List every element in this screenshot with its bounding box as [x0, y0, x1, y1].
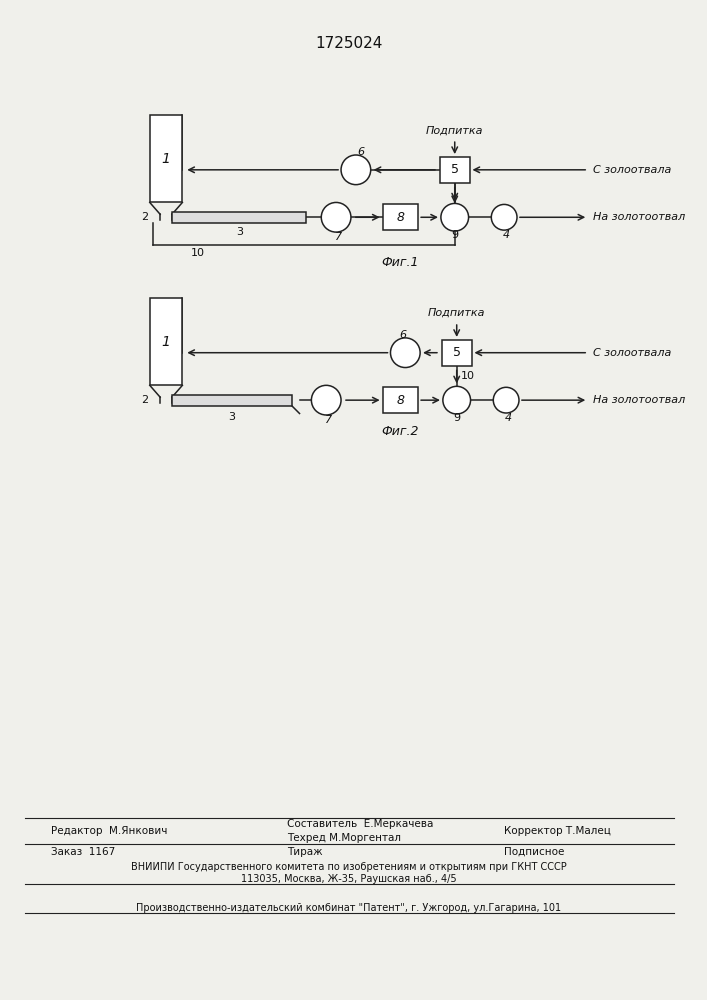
Bar	[150, 298, 182, 385]
Text: 1: 1	[162, 152, 170, 166]
Text: Фиг.2: Фиг.2	[382, 425, 419, 438]
Circle shape	[341, 155, 370, 185]
Text: 9: 9	[451, 230, 458, 240]
Text: 6: 6	[357, 147, 364, 157]
Text: 1: 1	[162, 335, 170, 349]
Text: С золоотвала: С золоотвала	[593, 165, 672, 175]
Text: 113035, Москва, Ж-35, Раушская наб., 4/5: 113035, Москва, Ж-35, Раушская наб., 4/5	[241, 874, 457, 884]
Text: 3: 3	[228, 412, 235, 422]
Text: 3: 3	[235, 227, 243, 237]
Text: 6: 6	[399, 330, 407, 340]
Text: 2: 2	[141, 212, 148, 222]
Text: 10: 10	[461, 371, 474, 381]
Text: Заказ  1167: Заказ 1167	[52, 847, 116, 857]
Text: 7: 7	[325, 415, 332, 425]
Text: 4: 4	[503, 230, 510, 240]
Text: 5: 5	[452, 346, 461, 359]
Bar	[172, 212, 306, 223]
Text: 9: 9	[453, 413, 460, 423]
Bar	[172, 395, 291, 406]
Text: 8: 8	[397, 211, 404, 224]
Circle shape	[493, 387, 519, 413]
Text: 1725024: 1725024	[315, 36, 382, 51]
Text: Корректор Т.Малец: Корректор Т.Малец	[504, 826, 611, 836]
Bar	[382, 387, 418, 413]
Text: 8: 8	[397, 394, 404, 407]
Circle shape	[311, 385, 341, 415]
Bar	[440, 157, 469, 183]
Text: Тираж: Тираж	[286, 847, 322, 857]
Text: Производственно-издательский комбинат "Патент", г. Ужгород, ул.Гагарина, 101: Производственно-издательский комбинат "П…	[136, 903, 561, 913]
Bar	[150, 115, 182, 202]
Circle shape	[321, 202, 351, 232]
Text: На золотоотвал: На золотоотвал	[593, 212, 685, 222]
Text: На золотоотвал: На золотоотвал	[593, 395, 685, 405]
Bar	[382, 204, 418, 230]
Text: Подпитка: Подпитка	[426, 125, 484, 135]
Bar	[442, 340, 472, 366]
Circle shape	[443, 386, 471, 414]
Text: 7: 7	[334, 232, 341, 242]
Text: Техред М.Моргентал: Техред М.Моргентал	[286, 833, 401, 843]
Text: 10: 10	[191, 248, 205, 258]
Text: С золоотвала: С золоотвала	[593, 348, 672, 358]
Text: Фиг.1: Фиг.1	[382, 256, 419, 269]
Text: Подписное: Подписное	[504, 847, 564, 857]
Circle shape	[491, 204, 517, 230]
Text: ВНИИПИ Государственного комитета по изобретениям и открытиям при ГКНТ СССР: ВНИИПИ Государственного комитета по изоб…	[131, 862, 567, 872]
Text: 4: 4	[505, 413, 512, 423]
Text: 2: 2	[141, 395, 148, 405]
Text: 5: 5	[451, 163, 459, 176]
Text: Подпитка: Подпитка	[428, 308, 486, 318]
Text: Редактор  М.Янкович: Редактор М.Янкович	[52, 826, 168, 836]
Text: Составитель  Е.Меркачева: Составитель Е.Меркачева	[286, 819, 433, 829]
Circle shape	[390, 338, 420, 368]
Circle shape	[441, 203, 469, 231]
